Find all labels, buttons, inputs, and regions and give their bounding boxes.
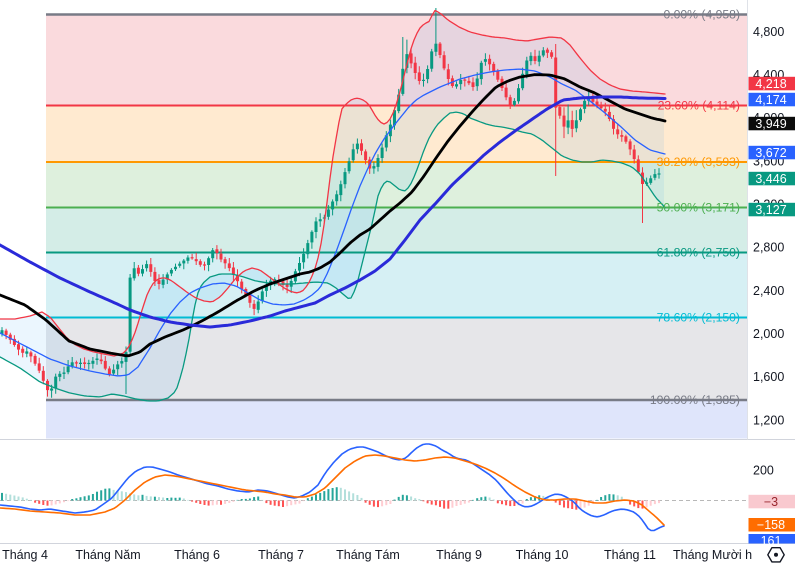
svg-text:4,218: 4,218 [755,77,786,91]
svg-text:200: 200 [753,464,774,478]
svg-text:−3: −3 [764,495,778,509]
svg-text:4,174: 4,174 [755,93,786,107]
svg-text:38.20% (3,593): 38.20% (3,593) [657,155,740,169]
svg-text:Tháng Năm: Tháng Năm [75,548,140,562]
svg-text:4,800: 4,800 [753,25,784,39]
svg-text:3,446: 3,446 [755,172,786,186]
svg-text:0.00% (4,958): 0.00% (4,958) [663,8,740,22]
svg-text:Tháng 9: Tháng 9 [436,548,482,562]
svg-text:Tháng 11: Tháng 11 [604,548,656,562]
svg-text:50.00% (3,171): 50.00% (3,171) [657,201,740,215]
svg-text:Tháng Tám: Tháng Tám [336,548,400,562]
svg-text:2,400: 2,400 [753,284,784,298]
svg-text:−158: −158 [757,518,785,532]
svg-text:Tháng 7: Tháng 7 [258,548,304,562]
svg-text:3,127: 3,127 [755,203,786,217]
svg-text:1,200: 1,200 [753,413,784,427]
svg-text:3,949: 3,949 [755,117,786,131]
svg-text:Tháng Mười h: Tháng Mười h [673,548,752,562]
svg-text:61.80% (2,750): 61.80% (2,750) [657,246,740,260]
svg-text:78.60% (2,150): 78.60% (2,150) [657,311,740,325]
svg-text:2,000: 2,000 [753,327,784,341]
svg-text:Tháng 6: Tháng 6 [174,548,220,562]
svg-text:1,600: 1,600 [753,370,784,384]
svg-text:Tháng 10: Tháng 10 [516,548,569,562]
svg-text:23.60% (4,114): 23.60% (4,114) [658,99,740,113]
svg-text:161: 161 [761,534,782,548]
svg-text:3,672: 3,672 [755,146,786,160]
svg-text:Tháng 4: Tháng 4 [2,548,48,562]
svg-text:2,800: 2,800 [753,241,784,255]
svg-text:100.00% (1,385): 100.00% (1,385) [650,393,740,407]
